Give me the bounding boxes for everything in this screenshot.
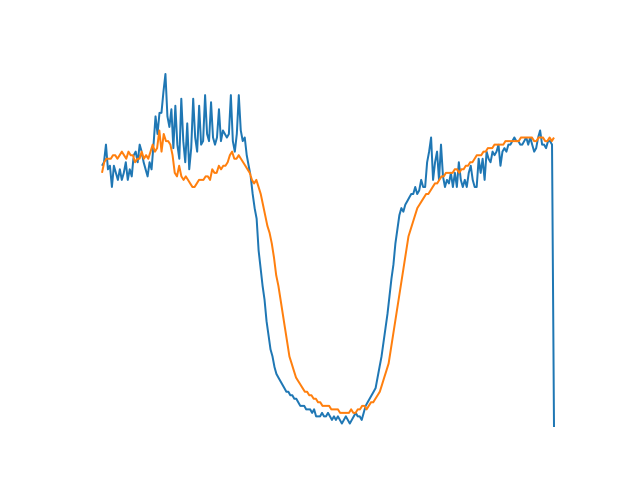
series-line-2 (101, 129, 555, 414)
series-line-1 (101, 73, 555, 428)
series-layer (101, 73, 555, 428)
